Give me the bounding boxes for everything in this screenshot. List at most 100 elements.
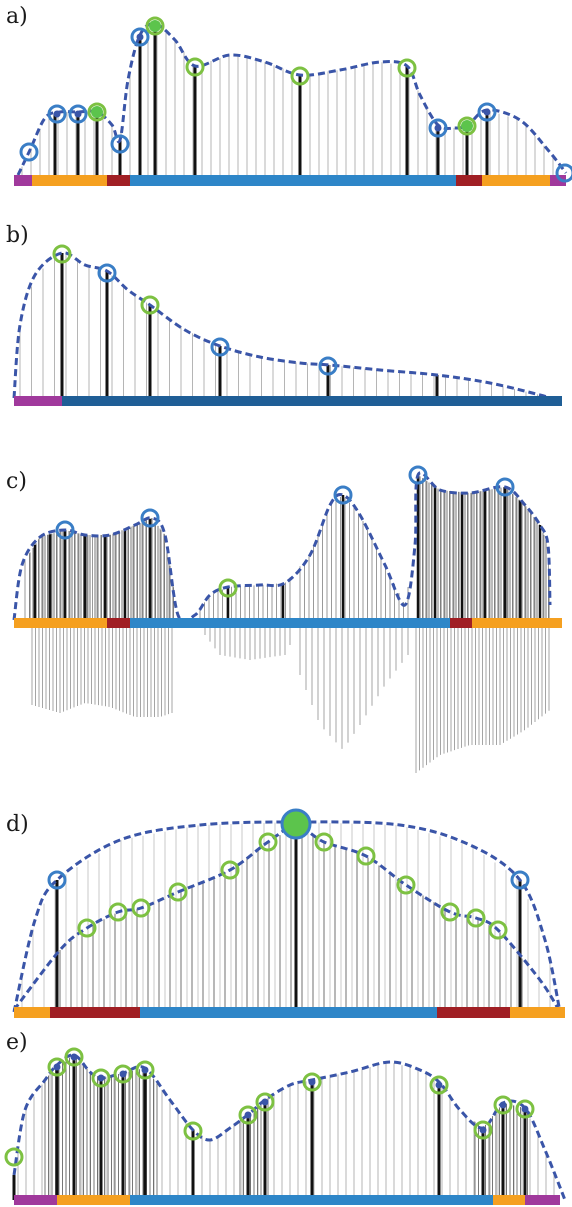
keyframe-ring: [110, 134, 130, 154]
keyframe-ring: [488, 920, 508, 940]
keyframe-ring: [47, 870, 67, 890]
timeline-bar: [450, 618, 472, 628]
timeline-bar: [456, 175, 482, 186]
timeline-bar: [57, 1195, 130, 1205]
motion-curve: [12, 820, 562, 1013]
panel-c-label: c): [6, 469, 27, 494]
timeline-bar: [62, 396, 562, 406]
keyframe-dot: [74, 110, 82, 118]
selected-keyframe: [280, 808, 312, 840]
keyframe-dot: [244, 1111, 252, 1119]
timeline-bar: [510, 1007, 565, 1018]
keyframe-ring: [68, 104, 88, 124]
keyframe-ring: [258, 832, 278, 852]
keyframe-ring: [515, 1099, 535, 1119]
keyframe-dot: [149, 20, 161, 32]
keyframe-ring: [52, 244, 72, 264]
keyframe-ring: [408, 465, 428, 485]
keyframe-ring: [55, 520, 75, 540]
keyframe-ring: [145, 16, 165, 36]
keyframe-ring: [19, 142, 39, 162]
keyframe-ring: [220, 860, 240, 880]
keyframe-dot: [261, 1098, 269, 1106]
keyframe-dot: [521, 1105, 529, 1113]
keyframe-ring: [140, 508, 160, 528]
keyframe-dot: [97, 1074, 105, 1082]
keyframe-dot: [136, 33, 144, 41]
keyframe-ring: [397, 58, 417, 78]
keyframe-ring: [333, 485, 353, 505]
timeline-bar: [130, 618, 450, 628]
keyframe-ring: [91, 1068, 111, 1088]
timeline-bar: [14, 1007, 50, 1018]
keyframe-ring: [108, 902, 128, 922]
motion-curve: [16, 22, 568, 176]
timeline-bar: [14, 618, 107, 628]
keyframe-ring: [555, 163, 572, 183]
keyframe-ring: [97, 263, 117, 283]
keyframe-dot: [461, 120, 473, 132]
motion-curve: [12, 251, 561, 403]
timeline-bar: [107, 618, 130, 628]
keyframe-ring: [440, 902, 460, 922]
timeline-bar: [493, 1195, 525, 1205]
keyframe-dot: [499, 1101, 507, 1109]
keyframe-ring: [168, 882, 188, 902]
keyframe-ring: [429, 1075, 449, 1095]
keyframe-ring: [356, 846, 376, 866]
timeline-bar: [140, 1007, 437, 1018]
keyframe-ring: [510, 870, 530, 890]
panel-c: c): [0, 455, 572, 785]
panel-a: a): [0, 0, 572, 200]
panel-b-diagram: [12, 244, 562, 406]
timeline-bar: [472, 618, 562, 628]
timeline-bar: [525, 1195, 560, 1205]
keyframe-ring: [495, 477, 515, 497]
panel-c-diagram: [12, 465, 562, 773]
timeline-bar: [14, 175, 32, 186]
panel-d-diagram: [12, 808, 565, 1018]
panel-b: b): [0, 205, 572, 415]
panel-a-label: a): [6, 4, 28, 29]
keyframe-ring: [477, 102, 497, 122]
timeline-bar: [130, 1195, 493, 1205]
panel-a-diagram: [14, 16, 572, 186]
keyframe-ring: [473, 1120, 493, 1140]
keyframe-ring: [318, 356, 338, 376]
panel-e: e): [0, 1020, 572, 1207]
keyframe-ring: [87, 102, 107, 122]
timeline-bar: [50, 1007, 140, 1018]
keyframe-ring: [47, 1057, 67, 1077]
panel-d: d): [0, 800, 572, 1020]
keyframe-dot: [119, 1070, 127, 1078]
timeline-bar: [14, 1195, 57, 1205]
timeline-bar: [107, 175, 130, 186]
keyframe-ring: [396, 875, 416, 895]
panel-b-label: b): [6, 223, 29, 248]
keyframe-ring: [113, 1064, 133, 1084]
timeline-bar: [482, 175, 550, 186]
keyframe-ring: [314, 832, 334, 852]
timeline-bar: [437, 1007, 510, 1018]
keyframe-ring: [77, 918, 97, 938]
timeline-bar: [130, 175, 456, 186]
keyframe-ring: [47, 104, 67, 124]
keyframe-dot: [479, 1126, 487, 1134]
timeline-bar: [550, 175, 566, 186]
timeline-bar: [32, 175, 107, 186]
keyframe-dot: [53, 110, 61, 118]
panel-e-diagram: [4, 1047, 567, 1205]
keyframe-ring: [290, 66, 310, 86]
keyframe-dot: [91, 106, 103, 118]
keyframe-ring: [185, 57, 205, 77]
keyframe-ring: [183, 1121, 203, 1141]
keyframe-dot: [435, 1081, 443, 1089]
keyframe-dot: [53, 1063, 61, 1071]
panel-e-label: e): [6, 1030, 28, 1055]
keyframe-ring: [130, 27, 150, 47]
keyframe-ring: [64, 1047, 84, 1067]
keyframe-ring: [218, 578, 238, 598]
keyframe-ring: [493, 1095, 513, 1115]
keyframe-ring: [457, 116, 477, 136]
timeline-bar: [14, 396, 62, 406]
